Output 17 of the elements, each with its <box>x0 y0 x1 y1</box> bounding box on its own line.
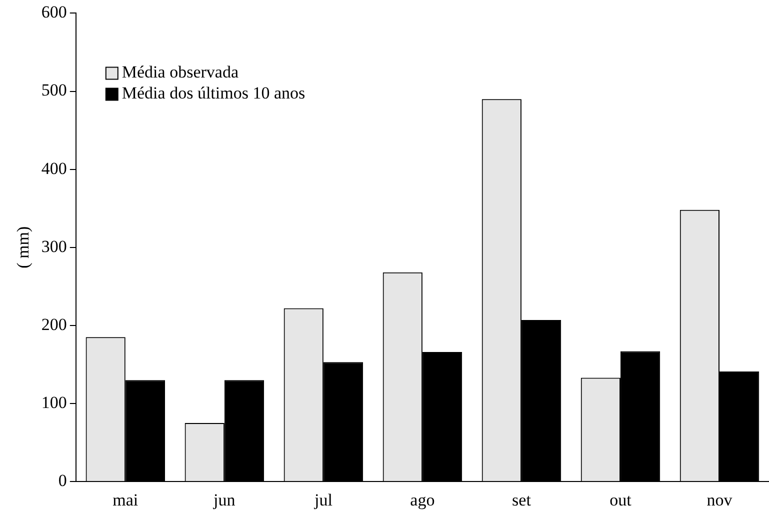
legend-label: Média observada <box>122 62 239 82</box>
y-tick-label: 600 <box>41 2 67 22</box>
x-tick-label: mai <box>112 490 138 510</box>
x-tick-label: out <box>610 490 632 510</box>
legend-label: Média dos últimos 10 anos <box>122 84 306 103</box>
y-tick-label: 200 <box>41 314 67 334</box>
x-tick-label: ago <box>410 490 435 510</box>
x-tick-label: jun <box>212 490 236 510</box>
x-tick-label: jul <box>313 490 333 510</box>
y-tick-label: 400 <box>41 158 67 178</box>
y-tick-label: 500 <box>41 80 67 100</box>
x-tick-label: nov <box>706 490 733 510</box>
y-axis-title: ( mm) <box>14 226 33 268</box>
y-tick-label: 0 <box>58 471 67 490</box>
x-tick-label: set <box>512 490 532 510</box>
y-tick-label: 100 <box>41 393 67 412</box>
y-tick-label: 300 <box>41 236 67 256</box>
